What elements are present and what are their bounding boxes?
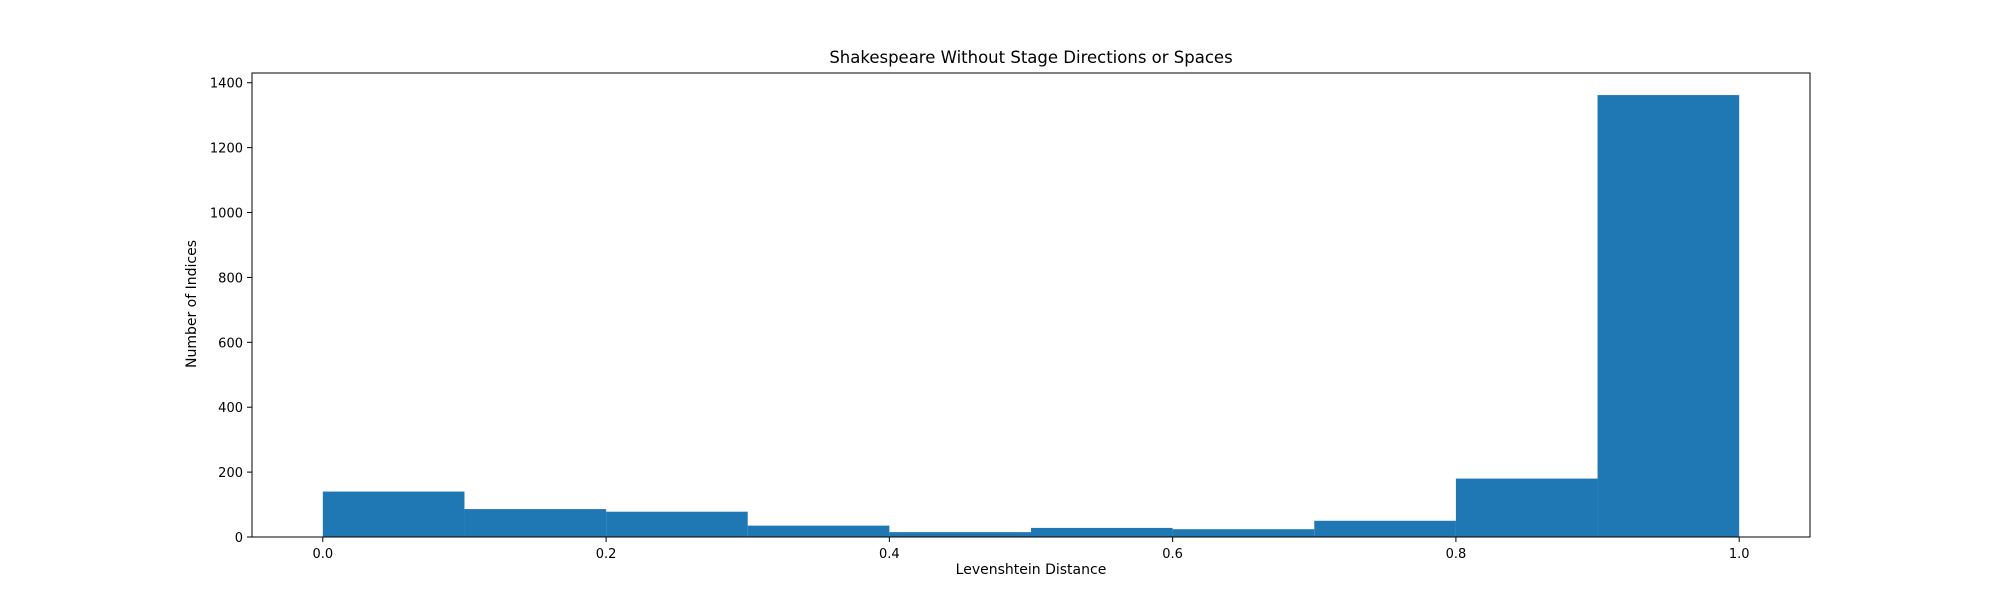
y-tick-label: 0 bbox=[235, 531, 243, 546]
y-axis-ticks: 0 200 400 600 800 1000 1200 1400 bbox=[210, 77, 252, 546]
x-tick-label: 0.8 bbox=[1446, 547, 1467, 562]
histogram-bar bbox=[322, 491, 465, 537]
bars-group bbox=[322, 95, 1740, 538]
x-tick-label: 1.0 bbox=[1729, 547, 1750, 562]
histogram-bar bbox=[606, 511, 748, 537]
y-tick-label: 1000 bbox=[210, 207, 243, 222]
y-tick-label: 800 bbox=[218, 271, 243, 286]
y-tick-label: 600 bbox=[218, 336, 243, 351]
x-tick-label: 0.4 bbox=[879, 547, 900, 562]
y-axis-label: Number of Indices bbox=[184, 240, 200, 368]
histogram-bar bbox=[889, 532, 1031, 537]
y-tick-label: 400 bbox=[218, 401, 243, 416]
x-tick-label: 0.2 bbox=[596, 547, 617, 562]
x-axis-label: Levenshtein Distance bbox=[956, 562, 1107, 578]
histogram-bar bbox=[1172, 529, 1315, 537]
x-tick-label: 0.6 bbox=[1162, 547, 1183, 562]
histogram-bar bbox=[1597, 95, 1740, 538]
y-tick-label: 1400 bbox=[210, 77, 243, 92]
histogram-bar bbox=[1031, 527, 1173, 537]
x-tick-label: 0.0 bbox=[312, 547, 333, 562]
axes-frame bbox=[251, 72, 1811, 538]
histogram-bar bbox=[1314, 520, 1456, 537]
plot-area bbox=[251, 72, 1811, 538]
y-tick-label: 200 bbox=[218, 466, 243, 481]
y-tick-label: 1200 bbox=[210, 142, 243, 157]
histogram-bar bbox=[747, 525, 890, 537]
x-axis-ticks: 0.0 0.2 0.4 0.6 0.8 1.0 bbox=[312, 537, 1750, 562]
chart-title: Shakespeare Without Stage Directions or … bbox=[829, 48, 1232, 67]
histogram-bar bbox=[1455, 478, 1598, 537]
histogram-bar bbox=[464, 509, 607, 537]
